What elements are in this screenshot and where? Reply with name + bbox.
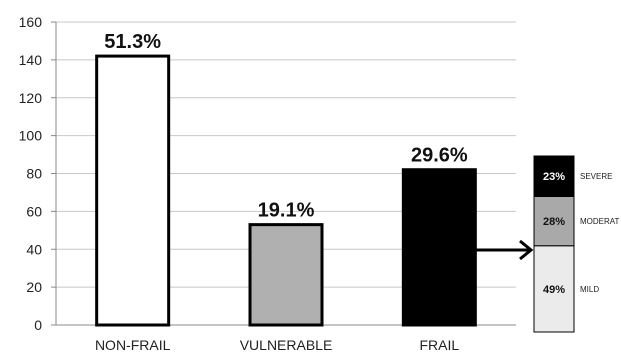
breakdown-arrow <box>475 239 534 261</box>
y-tick-label: 20 <box>26 279 42 295</box>
frail-breakdown-stack: 49% MILD 28% MODERAT 23% SEVERE <box>533 155 620 333</box>
y-tick-label: 120 <box>19 90 43 106</box>
segment-percent-label: 23% <box>543 171 565 183</box>
segment-name-label: MILD <box>580 285 599 294</box>
y-tick-label: 40 <box>26 241 42 257</box>
x-category-label: NON-FRAIL <box>95 337 171 353</box>
arrow-head <box>519 239 534 261</box>
x-category-label: FRAIL <box>419 337 459 353</box>
stack-segment <box>533 245 575 333</box>
y-tick-label: 140 <box>19 52 43 68</box>
y-tick-label: 80 <box>26 166 42 182</box>
segment-percent-label: 49% <box>543 284 565 296</box>
y-tick-label: 60 <box>26 203 42 219</box>
bar-data-label: 51.3% <box>104 31 161 53</box>
bar-data-label: 19.1% <box>258 200 315 222</box>
x-axis-labels: NON-FRAIL VULNERABLE FRAIL <box>95 337 459 353</box>
bar-data-label: 29.6% <box>411 145 468 167</box>
bar <box>95 54 171 327</box>
data-labels: 51.3% 19.1% 29.6% <box>104 31 468 222</box>
segment-name-label: SEVERE <box>580 172 612 181</box>
y-tick-label: 160 <box>19 14 43 30</box>
bar <box>401 168 477 327</box>
y-tick-label: 0 <box>34 317 42 333</box>
segment-percent-label: 28% <box>543 216 565 228</box>
bar <box>248 223 324 327</box>
segment-name-label: MODERAT <box>580 217 620 226</box>
y-tick-label: 100 <box>19 128 43 144</box>
stack-segment <box>533 155 575 197</box>
x-category-label: VULNERABLE <box>240 337 333 353</box>
bars <box>95 54 477 327</box>
